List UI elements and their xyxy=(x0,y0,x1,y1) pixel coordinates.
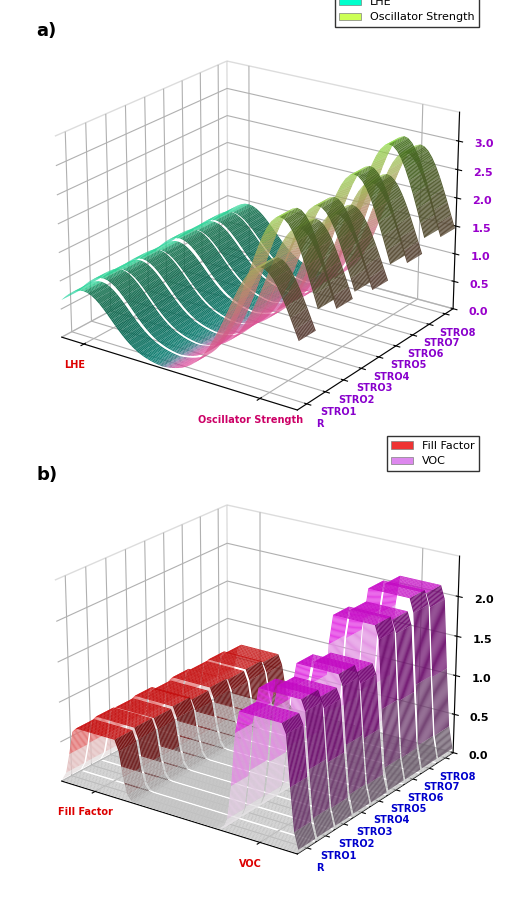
Text: a): a) xyxy=(37,23,57,41)
Legend: LHE, Oscillator Strength: LHE, Oscillator Strength xyxy=(335,0,479,27)
Text: b): b) xyxy=(37,467,57,485)
Legend: Fill Factor, VOC: Fill Factor, VOC xyxy=(387,437,479,471)
